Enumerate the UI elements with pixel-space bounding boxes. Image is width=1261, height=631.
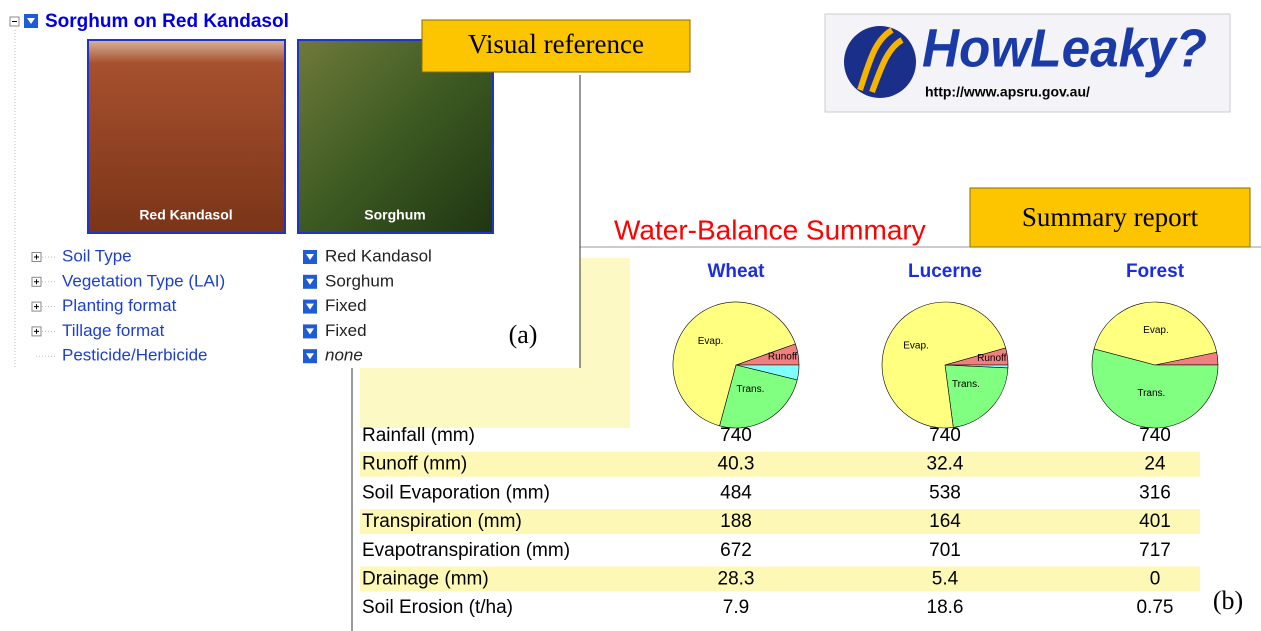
logo-name: HowLeaky?: [922, 18, 1207, 78]
logo-url: http://www.apsru.gov.au/: [925, 84, 1090, 100]
pie-label: Trans.: [952, 379, 980, 390]
report-title: Water-Balance Summary: [614, 214, 926, 245]
column-header: Forest: [1126, 261, 1185, 282]
row-label: Transpiration (mm): [362, 511, 522, 532]
row-label: Runoff (mm): [362, 454, 467, 475]
cell: 18.6: [927, 597, 964, 618]
image-caption: Red Kandasol: [139, 207, 232, 223]
pie-label: Evap.: [903, 341, 929, 352]
tree-label[interactable]: Vegetation Type (LAI): [62, 271, 225, 290]
cell: 0.75: [1137, 597, 1174, 618]
cell: 188: [720, 511, 752, 532]
pie-label: Runoff: [768, 352, 798, 363]
page: {"panel_a": {"title": "Sorghum on Red Ka…: [0, 0, 1261, 631]
tree-title: Sorghum on Red Kandasol: [45, 11, 289, 32]
tree-value: Fixed: [325, 296, 367, 315]
cell: 717: [1139, 540, 1171, 561]
tree-value: Sorghum: [325, 271, 394, 290]
screenshot: Water-Balance Summary Rainfall (mm)74074…: [0, 0, 1261, 631]
cell: 24: [1144, 454, 1166, 475]
panel-tag: (b): [1213, 586, 1243, 615]
pie-slice: [945, 365, 1008, 427]
cell: 672: [720, 540, 752, 561]
image-caption: Sorghum: [364, 207, 425, 223]
cell: 28.3: [718, 569, 755, 590]
pie-label: Evap.: [1143, 325, 1169, 336]
cell: 484: [720, 482, 752, 503]
row-label: Rainfall (mm): [362, 425, 475, 446]
callout-text: Summary report: [1022, 202, 1199, 232]
tree-label[interactable]: Pesticide/Herbicide: [62, 346, 208, 365]
tree-value: Red Kandasol: [325, 246, 432, 265]
cell: 32.4: [927, 454, 964, 475]
cell: 5.4: [932, 569, 959, 590]
cell: 0: [1150, 569, 1161, 590]
cell: 164: [929, 511, 961, 532]
row-bg: [360, 452, 1200, 477]
callout-text: Visual reference: [468, 29, 644, 59]
panel-tag: (a): [509, 320, 538, 349]
pie-label: Evap.: [698, 336, 724, 347]
cell: 7.9: [723, 597, 749, 618]
soil-image: [88, 40, 285, 233]
tree-label[interactable]: Tillage format: [62, 321, 165, 340]
pie-label: Trans.: [1137, 388, 1165, 399]
cell: 538: [929, 482, 961, 503]
row-label: Soil Erosion (t/ha): [362, 597, 513, 618]
column-header: Wheat: [708, 261, 766, 282]
row-label: Drainage (mm): [362, 569, 489, 590]
tree-label[interactable]: Planting format: [62, 296, 177, 315]
tree-value: Fixed: [325, 321, 367, 340]
cell: 40.3: [718, 454, 755, 475]
pie-label: Runoff: [977, 353, 1007, 364]
cell: 316: [1139, 482, 1171, 503]
column-header: Lucerne: [908, 261, 982, 282]
tree-label[interactable]: Soil Type: [62, 246, 132, 265]
tree-value: none: [325, 346, 363, 365]
row-label: Evapotranspiration (mm): [362, 540, 570, 561]
cell: 701: [929, 540, 961, 561]
pie-label: Trans.: [736, 384, 764, 395]
cell: 401: [1139, 511, 1171, 532]
row-label: Soil Evaporation (mm): [362, 482, 550, 503]
